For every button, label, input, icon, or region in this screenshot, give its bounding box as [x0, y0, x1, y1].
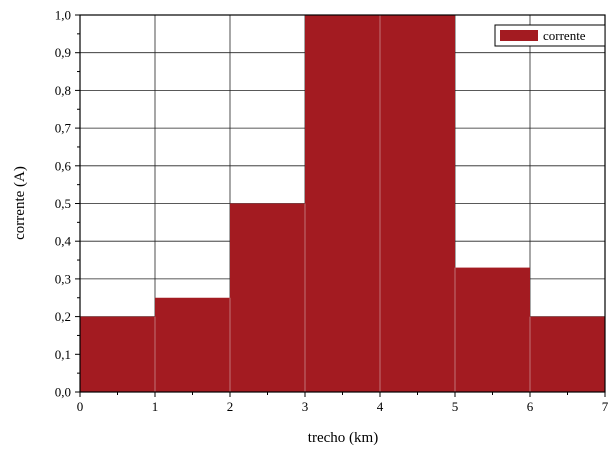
y-tick-label: 0,9 — [55, 45, 71, 60]
bar — [155, 297, 230, 392]
x-tick-label: 7 — [602, 399, 609, 414]
x-tick-label: 1 — [152, 399, 159, 414]
x-axis-title: trecho (km) — [308, 430, 378, 446]
y-tick-label: 1,0 — [55, 8, 71, 23]
bar — [80, 316, 155, 392]
bar — [305, 15, 380, 392]
y-axis-title: corrente (A) — [12, 166, 28, 240]
legend: corrente — [494, 24, 606, 47]
bar — [380, 15, 455, 392]
y-tick-label: 0,5 — [55, 196, 71, 211]
legend-swatch — [500, 30, 538, 41]
y-tick-label: 0,2 — [55, 309, 71, 324]
bar — [455, 267, 530, 392]
x-tick-label: 3 — [302, 399, 309, 414]
x-ticks: 0 1 2 3 4 5 6 7 — [77, 392, 609, 414]
x-tick-label: 2 — [227, 399, 234, 414]
y-tick-label: 0,1 — [55, 347, 71, 362]
y-ticks: 0,0 0,1 0,2 0,3 0,4 0,5 0,6 0,7 0,8 0,9 1,0 — [55, 8, 80, 400]
y-tick-label: 0,3 — [55, 271, 71, 286]
legend-label: corrente — [543, 28, 586, 43]
y-tick-label: 0,6 — [55, 158, 72, 173]
x-tick-label: 0 — [77, 399, 84, 414]
y-tick-label: 0,8 — [55, 83, 71, 98]
x-tick-label: 4 — [377, 399, 384, 414]
bar — [230, 203, 305, 392]
bar — [530, 316, 605, 392]
x-tick-label: 6 — [527, 399, 534, 414]
y-tick-label: 0,7 — [55, 121, 72, 136]
y-tick-label: 0,0 — [55, 385, 71, 400]
bars — [80, 15, 605, 392]
x-tick-label: 5 — [452, 399, 459, 414]
y-tick-label: 0,4 — [55, 234, 72, 249]
